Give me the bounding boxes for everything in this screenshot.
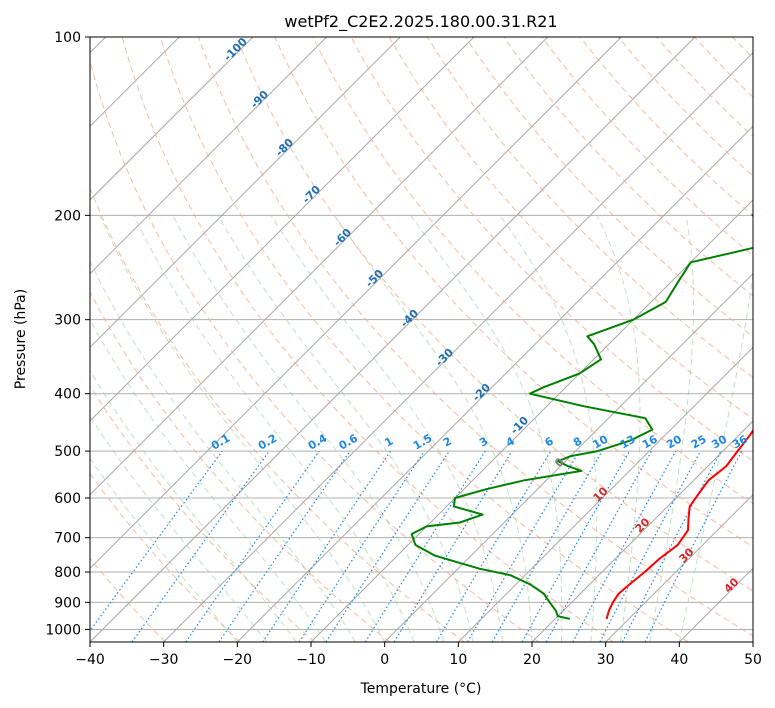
mixing-ratio-line [572,450,677,642]
mixing-ratio-line [185,450,320,642]
dry-adiabat [90,384,316,642]
mixing-ratio-line [393,450,513,642]
dry-adiabat [503,37,753,297]
y-tick-label: 900 [54,595,81,611]
dry-adiabat [121,37,614,642]
isotherm-line [310,199,753,642]
dry-adiabat [198,37,753,637]
mixing-ratio-line [435,450,552,642]
isotherm-line [90,37,401,349]
isotherm-line [90,37,549,496]
isotherm-line [90,37,254,201]
y-tick-label: 200 [54,208,81,224]
moist-adiabat [678,270,753,642]
moist-adiabat [334,215,533,642]
isotherm-line [90,37,475,422]
isotherm-line [163,51,753,642]
mixing-ratio-line [545,450,653,642]
y-tick-label: 100 [54,30,81,46]
y-tick-label: 500 [54,444,81,460]
dry-adiabat [312,37,753,505]
y-tick-label: 300 [54,313,81,329]
x-tick-label: 20 [523,652,541,668]
x-tick-label: −40 [75,652,105,668]
temperature-profile [605,428,753,620]
dry-adiabat [90,291,390,642]
mixing-ratio-line [218,450,351,642]
moist-adiabat [499,215,598,642]
y-axis-label: Pressure (hPa) [13,289,29,389]
x-axis-label: Temperature (°C) [360,681,482,697]
x-tick-label: −10 [296,652,326,668]
mixing-ratio-line [466,450,580,642]
moist-adiabat [133,215,415,642]
y-tick-label: 700 [54,531,81,547]
moist-adiabat [99,215,386,642]
y-tick-label: 600 [54,491,81,507]
moist-adiabat [596,215,641,642]
dry-adiabat [274,37,753,548]
isotherm-line [90,37,328,275]
mixing-ratio-line [491,450,603,642]
y-tick-label: 800 [54,565,81,581]
dry-adiabat [90,59,540,642]
mixing-ratio-line [90,450,223,632]
moist-adiabat [172,215,445,642]
mixing-ratio-line [131,450,270,642]
mixing-ratio-line [364,450,486,642]
x-tick-label: −20 [223,652,253,668]
moist-adiabat [90,457,238,642]
y-tick-label: 1000 [45,622,81,638]
dry-adiabat [426,37,753,378]
isotherm-line [90,37,622,570]
x-tick-label: 50 [744,652,762,668]
x-tick-label: 10 [449,652,467,668]
moist-adiabat [217,215,474,642]
x-tick-label: 30 [597,652,615,668]
plot-frame [89,36,754,643]
isotherm-line [236,125,753,642]
y-tick-label: 400 [54,387,81,403]
mixing-ratio-line [521,450,631,642]
moist-adiabat [90,369,297,642]
x-tick-label: 40 [670,652,688,668]
x-tick-label: 0 [380,652,389,668]
isotherm-line [90,37,696,642]
chart-title: wetPf2_C2E2.2025.180.00.31.R21 [284,12,557,32]
isotherm-line [384,272,753,642]
x-tick-label: −30 [149,652,179,668]
dewpoint-profile [410,213,753,620]
dry-adiabat [617,37,753,177]
isotherm-line [605,493,753,642]
moist-adiabat [90,260,356,642]
dry-adiabat [159,37,689,642]
moist-adiabat [649,215,694,642]
moist-adiabat [90,318,327,642]
dry-adiabat [236,37,753,592]
dry-adiabat [90,186,465,642]
mixing-ratio-line [325,450,450,642]
moist-adiabat [90,415,268,642]
dry-adiabat [388,37,753,420]
